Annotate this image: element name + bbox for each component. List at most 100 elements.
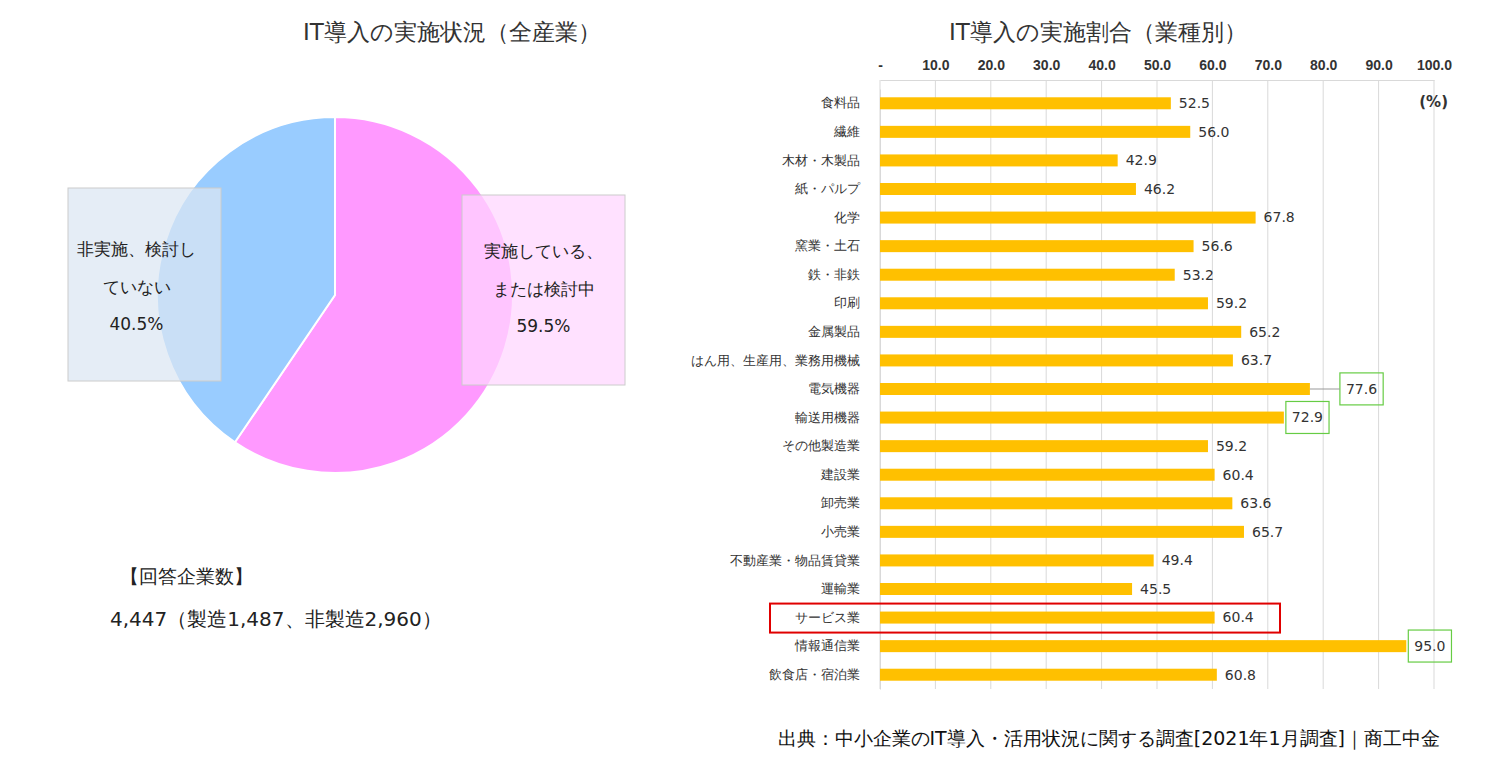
data-label: 42.9 <box>1126 152 1157 168</box>
x-tick: 30.0 <box>1033 57 1060 80</box>
data-label: 45.5 <box>1140 581 1171 597</box>
bar <box>880 383 1310 395</box>
y-tick: 紙・パルプ <box>795 181 880 196</box>
category-label: 建設業 <box>820 467 860 482</box>
y-tick: 金属製品 <box>808 324 880 339</box>
bar <box>880 183 1136 195</box>
category-label: 運輸業 <box>821 581 860 596</box>
data-label: 56.0 <box>1198 124 1229 140</box>
x-tick-label: 30.0 <box>1033 57 1060 73</box>
label-highlight <box>1408 630 1451 662</box>
y-tick: 飲食店・宿泊業 <box>769 667 880 682</box>
category-label: 金属製品 <box>808 324 860 339</box>
category-label: はん用、生産用、業務用機械 <box>691 353 860 368</box>
data-label: 53.2 <box>1183 267 1214 283</box>
data-labels: 52.556.042.946.267.856.653.259.265.263.7… <box>1126 95 1452 682</box>
pie-chart: IT導入の実施状況（全産業）実施している、または検討中59.5%非実施、検討して… <box>68 19 625 631</box>
data-label: 52.5 <box>1179 95 1210 111</box>
y-tick: 食料品 <box>821 95 880 110</box>
data-label: 63.7 <box>1241 352 1272 368</box>
x-tick-label: 50.0 <box>1144 57 1171 73</box>
x-tick: 90.0 <box>1365 57 1392 80</box>
x-tick-label: 60.0 <box>1199 57 1226 73</box>
x-tick: 40.0 <box>1088 57 1115 80</box>
data-label: 63.6 <box>1240 495 1271 511</box>
y-tick: 情報通信業 <box>794 638 880 653</box>
slice-label-line: ていない <box>103 277 171 297</box>
bar <box>880 526 1244 538</box>
bar <box>880 154 1118 166</box>
bar <box>880 126 1190 138</box>
data-label: 72.9 <box>1292 409 1323 425</box>
y-tick: 繊維 <box>833 124 880 139</box>
category-label: 紙・パルプ <box>795 181 861 196</box>
slice-label-line: 実施している、 <box>484 241 603 261</box>
bar <box>880 212 1256 224</box>
category-label: 印刷 <box>834 295 860 310</box>
bar-chart: IT導入の実施割合（業種別）-10.020.030.040.050.060.07… <box>691 19 1452 750</box>
category-label: 情報通信業 <box>794 638 860 653</box>
label-box <box>68 188 221 381</box>
label-highlight <box>1340 373 1383 405</box>
grid-line <box>1323 80 1324 689</box>
grid-line <box>1434 80 1435 689</box>
category-label: 電気機器 <box>808 381 860 396</box>
bar <box>880 412 1284 424</box>
x-tick: 100.0 <box>1417 57 1452 80</box>
grid-line <box>1378 80 1379 689</box>
bar <box>880 354 1233 366</box>
category-label: 卸売業 <box>821 495 860 510</box>
y-tick: 鉄・非鉄 <box>808 267 880 282</box>
category-label: 鉄・非鉄 <box>808 267 860 282</box>
y-tick: 卸売業 <box>821 495 880 510</box>
data-label: 77.6 <box>1346 381 1377 397</box>
bar <box>880 554 1154 566</box>
bar <box>880 640 1406 652</box>
y-tick: 輸送用機器 <box>795 410 880 425</box>
x-tick: 50.0 <box>1144 57 1171 80</box>
category-label: 化学 <box>834 210 860 225</box>
x-tick: - <box>878 57 883 80</box>
category-label: 飲食店・宿泊業 <box>769 667 860 682</box>
bar <box>880 497 1232 509</box>
bar <box>880 97 1171 109</box>
bar <box>880 240 1194 252</box>
bar <box>880 669 1217 681</box>
data-label: 46.2 <box>1144 181 1175 197</box>
category-label: 繊維 <box>833 124 860 139</box>
x-axis: - 10.0 20.0 30.0 40.0 50.0 60.0 70.0 80.0 90.0 100… <box>878 57 1452 81</box>
slice-label: 非実施、検討していない <box>77 239 196 297</box>
y-tick: 電気機器 <box>808 381 880 396</box>
y-tick: 化学 <box>834 210 880 225</box>
data-label: 49.4 <box>1162 552 1193 568</box>
bars <box>880 97 1406 680</box>
label-highlight <box>1286 401 1329 433</box>
y-tick: 建設業 <box>820 467 880 482</box>
x-tick-label: 70.0 <box>1255 57 1282 73</box>
category-label: 木材・木製品 <box>782 153 860 168</box>
x-tick-label: 80.0 <box>1310 57 1337 73</box>
data-label: 59.2 <box>1216 438 1247 454</box>
bar <box>880 612 1215 624</box>
category-label: 窯業・土石 <box>795 238 860 253</box>
grid <box>880 80 1434 689</box>
category-label: 不動産業・物品賃貸業 <box>730 553 860 568</box>
data-label: 95.0 <box>1414 638 1445 654</box>
x-tick-label: - <box>878 57 883 73</box>
category-label: 輸送用機器 <box>795 410 860 425</box>
bar <box>880 297 1208 309</box>
bar <box>880 269 1175 281</box>
y-tick: サービス業 <box>795 610 880 625</box>
slice-value-label: 40.5% <box>109 314 163 334</box>
y-tick: 窯業・土石 <box>795 238 880 253</box>
data-label: 59.2 <box>1216 295 1247 311</box>
annotation: 4,447（製造1,487、非製造2,960） <box>110 607 442 631</box>
x-tick: 10.0 <box>922 57 949 80</box>
label-box <box>462 195 625 385</box>
annotation: (%) <box>1419 93 1448 111</box>
y-tick: 木材・木製品 <box>782 153 880 168</box>
data-label: 56.6 <box>1202 238 1233 254</box>
y-tick: 印刷 <box>834 295 880 310</box>
x-tick-label: 10.0 <box>922 57 949 73</box>
x-tick: 20.0 <box>978 57 1005 80</box>
